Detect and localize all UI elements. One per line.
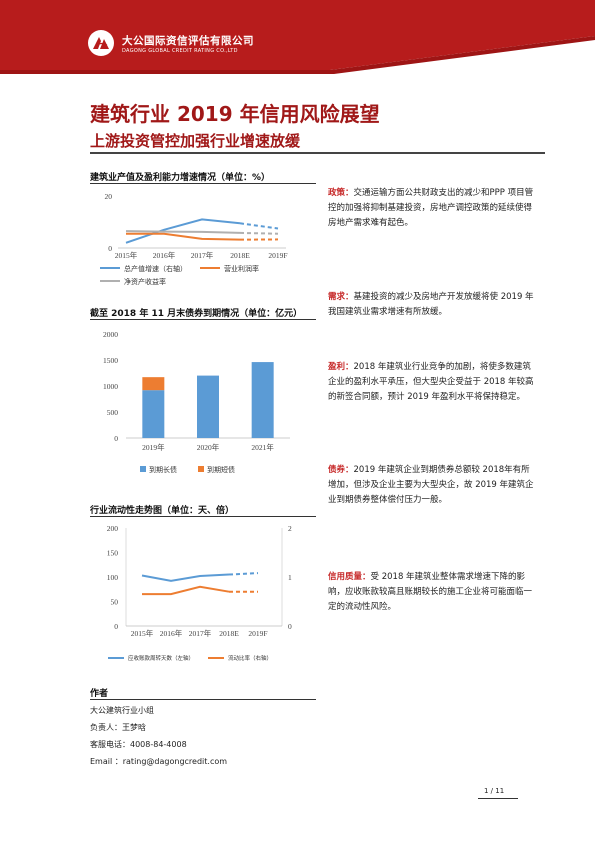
author-rule <box>90 699 316 700</box>
demand-text: 基建投资的减少及房地产开发放缓将使 2019 年我国建筑业需求增速有所放缓。 <box>328 292 534 317</box>
chart1: 20 0 2015年 2016年 2017年 2018E 2019F 总产值增速（右轴） 营业利… <box>90 188 316 293</box>
chart3-y-tick: 150 <box>107 549 119 558</box>
chart2-legend-label: 到期短债 <box>207 465 235 474</box>
chart2-y-tick: 500 <box>107 408 119 417</box>
chart1-y-tick: 20 <box>105 192 113 201</box>
credit-quality-text: 受 2018 年建筑业整体需求增速下降的影响，应收账款较高且账期较长的施工企业将… <box>328 572 533 612</box>
bond-paragraph: 债券：2019 年建筑企业到期债券总额较 2018年有所增加，但涉及企业主要为大… <box>328 463 538 508</box>
chart1-x-tick: 2016年 <box>153 250 176 260</box>
chart1-legend-label: 净资产收益率 <box>124 277 166 286</box>
chart1-x-tick: 2018E <box>230 251 250 260</box>
chart3-legend-label: 应收账款周转天数（左轴） <box>128 654 194 662</box>
company-name-cn: 大公国际资信评估有限公司 <box>122 35 254 47</box>
author-phone: 客服电话：4008-84-4008 <box>90 740 187 749</box>
chart2-x-tick: 2021年 <box>251 442 274 452</box>
title-divider <box>90 152 545 154</box>
chart3-y-tick: 200 <box>107 524 119 533</box>
chart1-series-line <box>125 230 241 234</box>
chart1-series-forecast-line <box>239 222 279 230</box>
policy-paragraph: 政策：交通运输方面公共财政支出的减少和PPP 项目管控的加强将抑制基建投资，房地… <box>328 186 538 231</box>
demand-keyword: 需求： <box>328 292 354 302</box>
chart2-legend-swatch <box>198 466 204 472</box>
author-heading: 作者 <box>90 689 109 699</box>
profit-keyword: 盈利： <box>328 362 354 372</box>
chart3: 200 150 100 50 0 2 1 0 2015年 2016年 2017年 2018E 2019F… <box>90 520 316 670</box>
chart3-series-forecast-line <box>228 572 259 576</box>
chart1-series-line <box>125 218 241 244</box>
chart3-legend-label: 流动比率（右轴） <box>228 654 272 662</box>
document-title: 建筑行业 2019 年信用风险展望 <box>90 102 380 126</box>
dagong-logo-icon <box>88 30 114 56</box>
chart1-series-line <box>126 232 241 241</box>
chart2-y-tick: 0 <box>114 434 118 443</box>
demand-paragraph: 需求：基建投资的减少及房地产开发放缓将使 2019 年我国建筑业需求增速有所放缓… <box>328 290 538 320</box>
chart2-bar <box>197 375 219 438</box>
chart3-title: 行业流动性走势图（单位：天、倍） <box>90 506 235 516</box>
chart3-y2-tick: 2 <box>288 524 292 533</box>
policy-keyword: 政策： <box>328 188 354 198</box>
chart1-y-tick: 0 <box>108 244 112 253</box>
footer-rule <box>478 798 518 799</box>
chart3-y-tick: 0 <box>114 622 118 631</box>
chart1-legend-label: 营业利润率 <box>224 264 259 273</box>
chart2: 2000 1500 1000 500 0 2019年 2020年 2021年到期长债 到期短债 <box>90 324 316 484</box>
chart2-legend-swatch <box>140 466 146 472</box>
bond-text: 2019 年建筑企业到期债券总额较 2018年有所增加，但涉及企业主要为大型央企… <box>328 465 534 505</box>
chart3-x-tick: 2015年 <box>131 628 154 638</box>
page-number: 1 / 11 <box>484 787 505 795</box>
credit-quality-keyword: 信用质量： <box>328 572 371 582</box>
chart2-y-tick: 1500 <box>103 356 118 365</box>
chart2-title: 截至 2018 年 11 月末债券到期情况（单位：亿元） <box>90 309 303 319</box>
chart2-x-tick: 2019年 <box>142 442 165 452</box>
company-name-en: DAGONG GLOBAL CREDIT RATING CO.,LTD <box>122 48 238 54</box>
bond-keyword: 债券： <box>328 465 354 475</box>
chart3-y-tick: 50 <box>111 598 119 607</box>
chart3-y2-tick: 0 <box>288 622 292 631</box>
policy-text: 交通运输方面公共财政支出的减少和PPP 项目管控的加强将抑制基建投资，房地产调控… <box>328 188 534 228</box>
chart3-x-tick: 2018E <box>219 629 239 638</box>
chart1-series-forecast-line <box>239 231 279 235</box>
chart3-series-line <box>142 585 230 596</box>
chart3-y2-tick: 1 <box>288 573 292 582</box>
chart2-y-tick: 1000 <box>103 382 118 391</box>
chart2-bar <box>142 390 165 438</box>
chart1-x-tick: 2017年 <box>191 250 214 260</box>
author-lead: 负责人：王梦晗 <box>90 723 146 732</box>
chart3-series-line <box>141 573 230 582</box>
chart2-title-rule <box>90 319 316 320</box>
chart1-title: 建筑业产值及盈利能力增速情况（单位：%） <box>90 173 271 183</box>
document-subtitle: 上游投资管控加强行业增速放缓 <box>90 132 301 150</box>
profit-text: 2018 年建筑业行业竞争的加剧，将使多数建筑企业的盈利水平承压，但大型央企受益… <box>328 362 534 402</box>
chart2-bar <box>142 377 165 391</box>
chart1-title-rule <box>90 183 316 184</box>
chart3-x-tick: 2017年 <box>189 628 212 638</box>
chart3-x-tick: 2016年 <box>160 628 183 638</box>
chart2-x-tick: 2020年 <box>197 442 220 452</box>
chart2-bar <box>251 362 274 438</box>
profit-paragraph: 盈利：2018 年建筑业行业竞争的加剧，将使多数建筑企业的盈利水平承压，但大型央… <box>328 360 538 405</box>
chart3-y-tick: 100 <box>107 573 119 582</box>
author-email[interactable]: Email ：rating@dagongcredit.com <box>90 757 228 766</box>
author-team: 大公建筑行业小组 <box>90 706 154 715</box>
chart1-x-tick: 2019F <box>268 251 287 260</box>
chart1-legend-label: 总产值增速（右轴） <box>124 264 187 273</box>
chart3-title-rule <box>90 516 316 517</box>
chart2-y-tick: 2000 <box>103 330 118 339</box>
credit-quality-paragraph: 信用质量：受 2018 年建筑业整体需求增速下降的影响，应收账款较高且账期较长的… <box>328 570 538 615</box>
chart2-legend-label: 到期长债 <box>149 465 177 474</box>
chart3-x-tick: 2019F <box>248 629 267 638</box>
chart1-x-tick: 2015年 <box>115 250 138 260</box>
